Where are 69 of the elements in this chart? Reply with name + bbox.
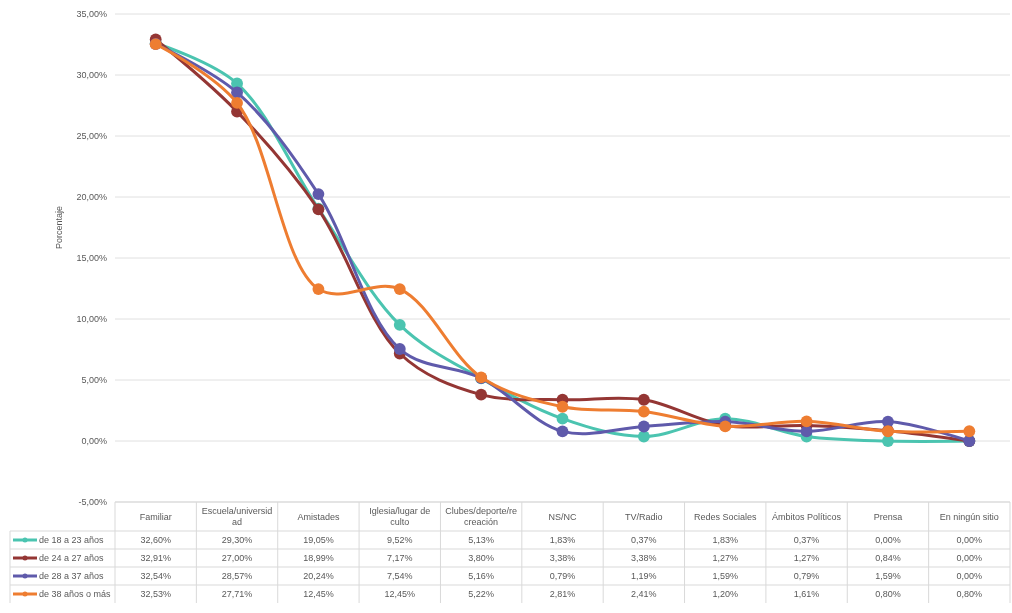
x-tick-label: En ningún sitio bbox=[939, 511, 999, 522]
y-tick-label: 20,00% bbox=[76, 192, 107, 203]
data-label: 9,52% bbox=[387, 535, 413, 545]
x-tick-label: Amistades bbox=[297, 511, 340, 522]
x-tick-label: Familiar bbox=[139, 511, 172, 522]
data-label: 0,00% bbox=[875, 535, 901, 545]
data-label: 1,19% bbox=[631, 571, 657, 581]
data-label: 7,54% bbox=[387, 571, 413, 581]
data-label: 5,22% bbox=[468, 589, 494, 599]
x-tick-label: NS/NC bbox=[548, 511, 577, 522]
data-label: 32,91% bbox=[140, 553, 171, 563]
data-label: 0,37% bbox=[793, 535, 820, 545]
y-axis-title: Porcentaje bbox=[54, 205, 64, 250]
legend-label: de 38 años o más bbox=[39, 589, 112, 599]
data-label: 1,83% bbox=[712, 535, 738, 545]
x-tick-label: Iglesia/lugar de culto bbox=[369, 506, 431, 527]
y-tick-label: 15,00% bbox=[76, 253, 107, 264]
data-label: 27,71% bbox=[221, 589, 253, 599]
data-label: 1,59% bbox=[875, 571, 901, 581]
data-label: 0,80% bbox=[875, 589, 901, 599]
data-label: 32,54% bbox=[140, 571, 171, 581]
data-label: 0,79% bbox=[793, 571, 820, 581]
data-label: 12,45% bbox=[384, 589, 416, 599]
data-label: 0,37% bbox=[631, 535, 657, 545]
data-label: 27,00% bbox=[221, 553, 253, 563]
y-tick-label: 10,00% bbox=[76, 314, 107, 325]
data-label: 32,53% bbox=[140, 589, 171, 599]
data-label: 0,79% bbox=[549, 571, 576, 581]
data-label: 2,81% bbox=[549, 589, 576, 599]
data-label: 0,00% bbox=[956, 553, 983, 563]
data-label: 29,30% bbox=[221, 535, 253, 545]
data-label: 0,80% bbox=[956, 589, 983, 599]
data-label: 3,38% bbox=[549, 553, 576, 563]
data-label: 1,20% bbox=[712, 589, 738, 599]
data-label: 1,27% bbox=[712, 553, 738, 563]
data-label: 18,99% bbox=[303, 553, 334, 563]
x-tick-label: Redes Sociales bbox=[693, 511, 757, 522]
data-label: 2,41% bbox=[631, 589, 657, 599]
data-label: 28,57% bbox=[221, 571, 253, 581]
data-label: 20,24% bbox=[303, 571, 334, 581]
y-tick-label: 25,00% bbox=[76, 131, 107, 142]
data-label: 32,60% bbox=[140, 535, 171, 545]
y-tick-label: 35,00% bbox=[76, 9, 107, 20]
data-label: 1,27% bbox=[793, 553, 820, 563]
data-label: 3,80% bbox=[468, 553, 494, 563]
data-label: 5,16% bbox=[468, 571, 494, 581]
x-tick-label: TV/Radio bbox=[625, 511, 663, 522]
data-label: 1,83% bbox=[549, 535, 576, 545]
y-tick-label: 30,00% bbox=[76, 70, 107, 81]
y-tick-label: 5,00% bbox=[81, 375, 107, 386]
data-label: 0,00% bbox=[956, 535, 983, 545]
data-label: 0,84% bbox=[875, 553, 901, 563]
y-tick-label: 0,00% bbox=[81, 436, 107, 447]
x-tick-label: Escuela/universidad bbox=[201, 506, 273, 527]
y-tick-label: -5,00% bbox=[78, 497, 107, 508]
x-tick-label: Clubes/deporte/recreación bbox=[445, 506, 517, 527]
data-label: 19,05% bbox=[303, 535, 334, 545]
data-label: 5,13% bbox=[468, 535, 494, 545]
legend-label: de 24 a 27 años bbox=[39, 553, 105, 563]
data-label: 1,59% bbox=[712, 571, 738, 581]
data-label: 12,45% bbox=[303, 589, 334, 599]
data-label: 1,61% bbox=[793, 589, 820, 599]
data-label: 0,00% bbox=[956, 571, 983, 581]
legend-label: de 28 a 37 años bbox=[39, 571, 105, 581]
x-tick-label: Ámbitos Políticos bbox=[772, 511, 842, 522]
x-tick-label: Prensa bbox=[873, 511, 903, 522]
legend-label: de 18 a 23 años bbox=[39, 535, 105, 545]
data-label: 3,38% bbox=[631, 553, 657, 563]
data-label: 7,17% bbox=[387, 553, 413, 563]
